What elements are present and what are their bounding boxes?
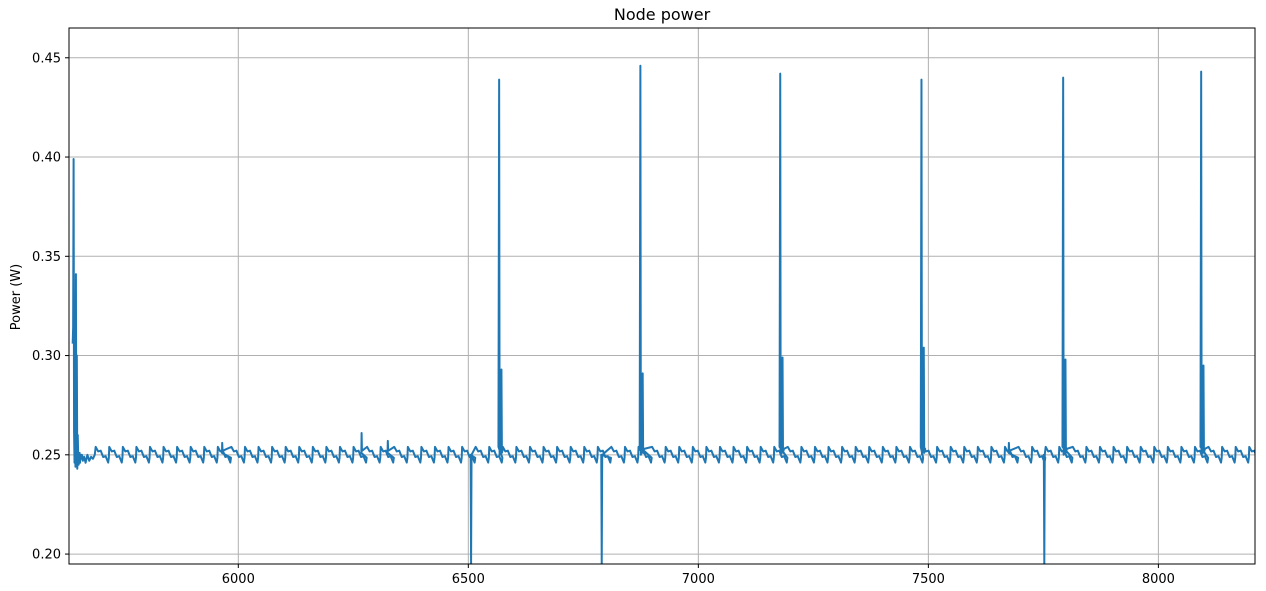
x-tick-label: 7500 [912,572,945,587]
x-tick-label: 6000 [222,572,255,587]
x-tick-label: 8000 [1142,572,1175,587]
grid [69,28,1255,564]
y-tick-label: 0.40 [32,151,61,166]
x-tick-label: 7000 [682,572,715,587]
x-tick-label: 6500 [452,572,485,587]
plot-area [71,64,1255,564]
series-line-node-power [71,64,1255,564]
y-axis-label: Power (W) [9,264,24,330]
y-tick-label: 0.45 [32,51,61,66]
y-tick-label: 0.25 [32,448,61,463]
axis-ticks: 6000 6500 7000 7500 8000 0.20 0.25 0.30 0.35 0.40… [32,51,1175,587]
plot-frame [68,27,1256,565]
y-tick-label: 0.20 [32,548,61,563]
y-tick-label: 0.30 [32,349,61,364]
y-tick-label: 0.35 [32,250,61,265]
chart-title: Node power [614,5,711,24]
